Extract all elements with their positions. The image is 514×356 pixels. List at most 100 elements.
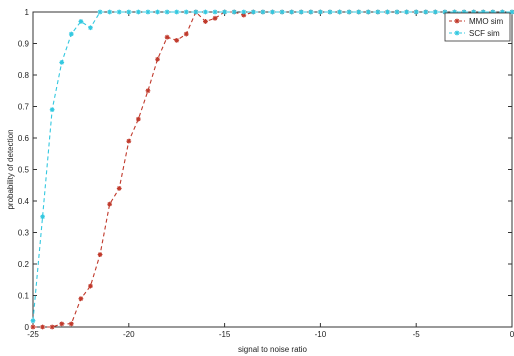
data-point <box>68 321 74 327</box>
data-point <box>145 88 151 94</box>
data-point <box>155 56 160 62</box>
legend: MMO sim SCF sim <box>444 12 511 42</box>
series-line-1 <box>32 11 512 321</box>
data-point <box>183 31 189 37</box>
legend-label: MMO sim <box>469 17 504 26</box>
data-point <box>260 9 266 15</box>
y-tick-label: 0.5 <box>18 166 30 175</box>
data-point <box>49 324 55 330</box>
y-tick-label: 0.9 <box>18 40 30 49</box>
legend-marker <box>454 18 460 24</box>
x-tick-label: -15 <box>219 330 231 339</box>
plot-area <box>32 11 513 328</box>
data-point <box>107 9 113 15</box>
data-point <box>145 9 151 15</box>
data-point <box>59 60 65 65</box>
data-point <box>97 9 103 15</box>
data-point <box>308 9 314 15</box>
data-point <box>116 9 122 15</box>
data-point <box>30 318 36 324</box>
data-point <box>40 214 45 220</box>
data-point <box>68 31 74 37</box>
y-tick-label: 0.7 <box>18 103 30 112</box>
data-point <box>88 25 93 31</box>
x-tick-label: -20 <box>123 330 135 339</box>
data-point <box>116 186 122 191</box>
data-point <box>346 9 352 15</box>
data-point <box>461 9 467 15</box>
data-point <box>432 9 438 15</box>
data-point <box>356 9 362 15</box>
data-point <box>203 19 208 24</box>
y-tick-label: 0.3 <box>18 229 30 238</box>
data-point <box>318 9 323 15</box>
data-point <box>509 9 514 15</box>
data-point <box>135 9 141 15</box>
data-point <box>250 9 256 15</box>
data-point <box>193 9 199 15</box>
data-point <box>270 9 275 15</box>
data-point <box>241 12 247 18</box>
data-point <box>423 9 429 15</box>
data-point <box>452 9 457 15</box>
data-point <box>289 9 295 15</box>
data-point <box>49 107 55 113</box>
data-point <box>394 9 400 15</box>
x-tick-label: 0 <box>510 330 514 339</box>
data-point <box>164 34 170 40</box>
x-axis-label: signal to noise ratio <box>238 345 307 354</box>
data-point <box>279 9 285 15</box>
data-point <box>298 9 304 15</box>
data-point <box>107 201 113 207</box>
data-point <box>500 9 505 15</box>
y-tick-label: 1 <box>25 8 30 17</box>
data-point <box>135 116 141 122</box>
y-tick-label: 0.2 <box>18 260 30 269</box>
y-tick-label: 0.6 <box>18 134 30 143</box>
data-point <box>442 9 448 15</box>
data-point <box>59 321 65 327</box>
data-point <box>337 9 342 15</box>
data-point <box>222 9 227 15</box>
data-point <box>231 9 237 15</box>
data-point <box>385 9 390 15</box>
data-point <box>480 9 486 15</box>
y-tick-label: 0.8 <box>18 71 30 80</box>
axis-ticks: -25 -20 -15 -10 -5 0 0 0.1 0.2 0.3 0.4 0.5 0.6 0.7 0.8… <box>18 8 514 339</box>
data-point <box>88 283 93 289</box>
data-point <box>126 9 132 15</box>
y-tick-label: 0.4 <box>18 197 30 206</box>
data-point <box>212 9 218 15</box>
data-point <box>174 37 180 43</box>
legend-label: SCF sim <box>469 29 500 38</box>
legend-box <box>444 12 511 42</box>
data-point <box>126 138 132 144</box>
data-point <box>97 252 103 257</box>
data-point <box>365 9 371 15</box>
data-point <box>78 19 84 24</box>
data-point <box>413 9 419 15</box>
data-point <box>164 9 170 15</box>
data-point <box>30 324 36 330</box>
data-point <box>241 9 247 15</box>
data-point <box>183 9 189 15</box>
data-point <box>203 9 208 15</box>
x-tick-label: -25 <box>27 330 39 339</box>
data-point <box>375 9 381 15</box>
y-tick-label: 0 <box>25 323 30 332</box>
y-tick-label: 0.1 <box>18 292 30 301</box>
series-layer <box>30 9 514 330</box>
data-point <box>40 324 45 330</box>
data-point <box>404 9 410 15</box>
data-point <box>78 296 84 302</box>
data-point <box>471 9 477 15</box>
x-tick-label: -10 <box>315 330 327 339</box>
data-point <box>174 9 180 15</box>
data-point <box>212 15 218 21</box>
legend-marker <box>454 30 460 36</box>
data-point <box>155 9 160 15</box>
y-axis-label: probability of detection <box>6 129 15 209</box>
data-point <box>490 9 496 15</box>
x-tick-label: -5 <box>413 330 421 339</box>
